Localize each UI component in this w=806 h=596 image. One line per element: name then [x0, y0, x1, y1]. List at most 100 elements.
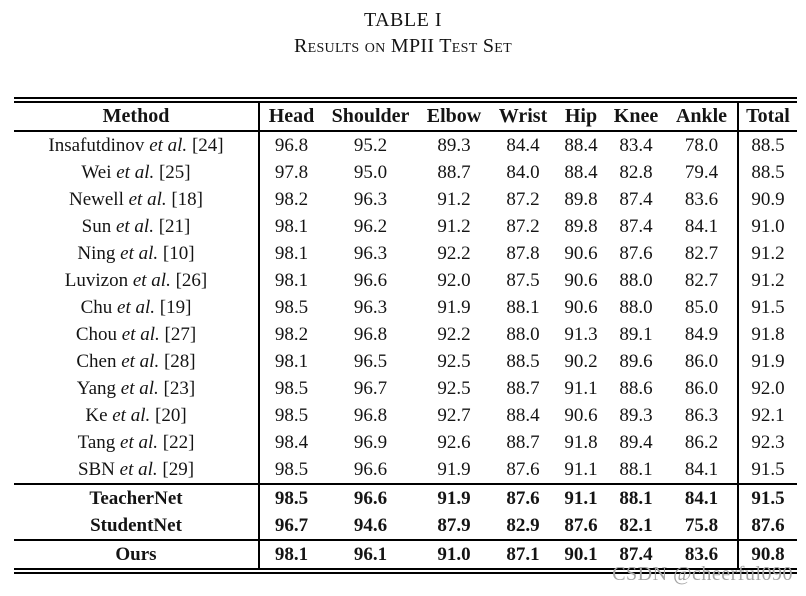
score-cell: 88.5	[506, 351, 540, 372]
score-cell: 89.8	[564, 216, 598, 237]
table-row: Newell et al. [18] 98.2 96.3 91.2 87.2 89.8 87…	[14, 186, 797, 213]
total-cell: 91.5	[737, 294, 797, 321]
score-cell: 87.6	[619, 243, 653, 264]
etal-text: et al.	[112, 405, 151, 426]
score-cell: 88.7	[437, 162, 471, 183]
score-cell: 75.8	[684, 515, 719, 536]
score-cell: 94.6	[353, 515, 388, 536]
score-cell: 87.6	[564, 515, 598, 536]
score-cell: 96.7	[274, 515, 309, 536]
score-cell: 96.1	[353, 544, 388, 565]
method-cell: Wei et al. [25]	[14, 159, 260, 186]
method-cell: Tang et al. [22]	[14, 429, 260, 456]
score-cell: 96.3	[353, 243, 388, 264]
score-cell: 84.1	[684, 488, 719, 509]
col-header-head: Head	[268, 105, 315, 127]
score-cell: 91.3	[564, 324, 598, 345]
total-cell: 90.9	[737, 186, 797, 213]
etal-text: et al.	[116, 162, 155, 183]
score-cell: 87.9	[437, 515, 471, 536]
score-cell: 89.3	[619, 405, 653, 426]
score-cell: 88.6	[619, 378, 653, 399]
score-cell: 98.1	[274, 544, 309, 565]
score-cell: 82.1	[619, 515, 653, 536]
score-cell: 87.4	[619, 216, 653, 237]
score-cell: 96.6	[353, 270, 388, 291]
score-cell: 98.1	[274, 243, 309, 264]
table-row: SBN et al. [29] 98.5 96.6 91.9 87.6 91.1 88.1 8…	[14, 456, 797, 484]
score-cell: 84.1	[684, 216, 719, 237]
table-row: TeacherNet 98.5 96.6 91.9 87.6 91.1 88.1 84.1 91…	[14, 484, 797, 512]
score-cell: 88.1	[506, 297, 540, 318]
score-cell: 98.4	[274, 432, 309, 453]
score-cell: 87.1	[506, 544, 540, 565]
total-cell: 90.8	[737, 540, 797, 571]
score-cell: 86.3	[684, 405, 719, 426]
etal-text: et al.	[119, 459, 158, 480]
etal-text: et al.	[120, 243, 159, 264]
table-row: Insafutdinov et al. [24] 96.8 95.2 89.3 84.4…	[14, 131, 797, 159]
method-cell: Ours	[14, 540, 260, 571]
results-table: Method Head Shoulder Elbow Wrist Hip Kne…	[14, 97, 797, 574]
score-cell: 91.9	[437, 297, 471, 318]
etal-text: et al.	[149, 135, 188, 156]
method-cell: Luvizon et al. [26]	[14, 267, 260, 294]
col-header-wrist: Wrist	[498, 105, 548, 127]
total-cell: 92.3	[737, 429, 797, 456]
score-cell: 96.7	[353, 378, 388, 399]
score-cell: 88.0	[619, 297, 653, 318]
score-cell: 89.3	[437, 135, 471, 156]
score-cell: 84.9	[684, 324, 719, 345]
score-cell: 90.6	[564, 243, 598, 264]
score-cell: 91.9	[437, 459, 471, 480]
etal-text: et al.	[115, 216, 154, 237]
etal-text: et al.	[132, 270, 171, 291]
score-cell: 87.6	[506, 488, 540, 509]
score-cell: 87.5	[506, 270, 540, 291]
table-row: Chu et al. [19] 98.5 96.3 91.9 88.1 90.6 88.0 8…	[14, 294, 797, 321]
table-row: Wei et al. [25] 97.8 95.0 88.7 84.0 88.4 82.8 7…	[14, 159, 797, 186]
score-cell: 87.8	[506, 243, 540, 264]
score-cell: 92.2	[437, 243, 471, 264]
score-cell: 87.6	[506, 459, 540, 480]
score-cell: 91.1	[564, 459, 598, 480]
score-cell: 78.0	[684, 135, 719, 156]
score-cell: 82.8	[619, 162, 653, 183]
total-cell: 91.0	[737, 213, 797, 240]
score-cell: 91.9	[437, 488, 471, 509]
score-cell: 98.1	[274, 216, 309, 237]
table-subtitle: Results on MPII Test Set	[293, 35, 512, 57]
table-row: Ke et al. [20] 98.5 96.8 92.7 88.4 90.6 89.3 86…	[14, 402, 797, 429]
score-cell: 90.6	[564, 297, 598, 318]
score-cell: 98.5	[274, 488, 309, 509]
score-cell: 96.9	[353, 432, 388, 453]
score-cell: 96.6	[353, 459, 388, 480]
table-row: Tang et al. [22] 98.4 96.9 92.6 88.7 91.8 89.4…	[14, 429, 797, 456]
score-cell: 95.2	[353, 135, 388, 156]
table-row: Sun et al. [21] 98.1 96.2 91.2 87.2 89.8 87.4 8…	[14, 213, 797, 240]
method-cell: Insafutdinov et al. [24]	[14, 131, 260, 159]
score-cell: 87.2	[506, 189, 540, 210]
score-cell: 91.8	[564, 432, 598, 453]
score-cell: 91.2	[437, 189, 471, 210]
score-cell: 98.1	[274, 351, 309, 372]
method-cell: SBN et al. [29]	[14, 456, 260, 484]
score-cell: 91.0	[437, 544, 471, 565]
score-cell: 85.0	[684, 297, 719, 318]
table-row: Yang et al. [23] 98.5 96.7 92.5 88.7 91.1 88.6…	[14, 375, 797, 402]
score-cell: 88.0	[506, 324, 540, 345]
score-cell: 98.2	[274, 189, 309, 210]
method-cell: Newell et al. [18]	[14, 186, 260, 213]
score-cell: 96.3	[353, 297, 388, 318]
score-cell: 92.5	[437, 378, 471, 399]
col-header-ankle: Ankle	[675, 105, 728, 127]
score-cell: 98.5	[274, 459, 309, 480]
score-cell: 92.2	[437, 324, 471, 345]
score-cell: 96.8	[353, 405, 388, 426]
col-header-elbow: Elbow	[426, 105, 482, 127]
score-cell: 97.8	[274, 162, 309, 183]
method-cell: Chen et al. [28]	[14, 348, 260, 375]
score-cell: 92.0	[437, 270, 471, 291]
table-row: Luvizon et al. [26] 98.1 96.6 92.0 87.5 90.6 8…	[14, 267, 797, 294]
